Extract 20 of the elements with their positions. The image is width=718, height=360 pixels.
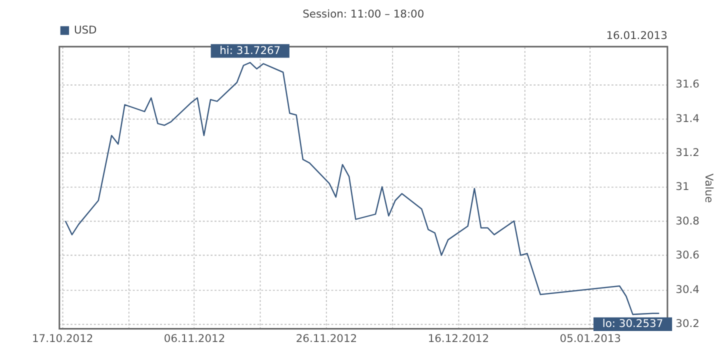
y-tick-label: 30.8 xyxy=(676,214,700,228)
y-tick-label: 30.6 xyxy=(676,248,700,262)
y-tick-label: 31.2 xyxy=(676,146,700,160)
x-tick-label: 05.01.2013 xyxy=(560,332,621,345)
y-tick-label: 30.2 xyxy=(676,317,700,330)
x-tick-label: 17.10.2012 xyxy=(32,332,94,345)
y-tick-label: 31.4 xyxy=(676,112,700,125)
x-tick-label: 16.12.2012 xyxy=(428,332,490,345)
y-axis-title: Value xyxy=(702,173,716,203)
annotation: hi: 31.7267 xyxy=(220,44,281,57)
y-tick-label: 31 xyxy=(676,180,690,194)
y-tick-label: 31.6 xyxy=(676,78,700,91)
x-tick-label: 26.11.2012 xyxy=(296,332,358,345)
legend-label: USD xyxy=(74,23,97,36)
y-tick-label: 30.4 xyxy=(676,282,700,296)
chart-title: Session: 11:00 – 18:00 xyxy=(302,7,424,20)
annotation: lo: 30.2537 xyxy=(602,317,664,330)
x-tick-label: 06.11.2012 xyxy=(164,332,226,345)
text: 16.01.2013 xyxy=(606,28,668,42)
line-series xyxy=(64,62,660,316)
